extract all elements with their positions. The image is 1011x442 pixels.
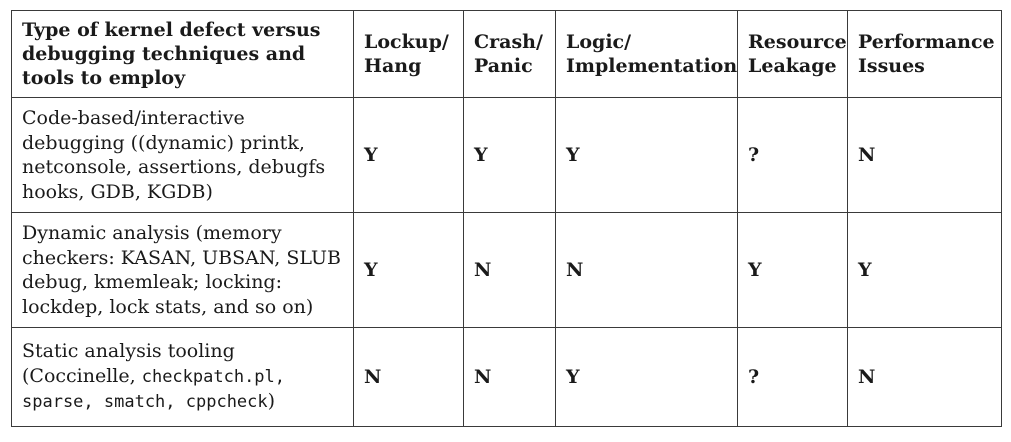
header-logic-implementation: Logic/ Implementation [555, 10, 738, 98]
value-lockup-hang: N [353, 327, 464, 427]
value-performance-issues: N [847, 327, 1002, 427]
defect-technique-table: Type of kernel defect versus debugging t… [11, 10, 1002, 427]
technique-cell: Dynamic analysis (memory checkers: KASAN… [11, 212, 354, 328]
technique-cell: Static analysis tooling (Coccinelle, che… [11, 327, 354, 427]
technique-text: Static analysis tooling (Coccinelle, [22, 340, 235, 387]
header-technique: Type of kernel defect versus debugging t… [11, 10, 354, 98]
header-resource-leakage: Resource Leakage [737, 10, 848, 98]
defect-technique-table-container: Type of kernel defect versus debugging t… [11, 10, 1002, 427]
header-lockup-hang: Lockup/ Hang [353, 10, 464, 98]
value-lockup-hang: Y [353, 212, 464, 328]
technique-text: Dynamic analysis (memory checkers: KASAN… [22, 222, 341, 318]
value-crash-panic: N [463, 327, 556, 427]
value-logic-implementation: Y [555, 327, 738, 427]
table-row: Dynamic analysis (memory checkers: KASAN… [11, 212, 1002, 328]
value-resource-leakage: ? [737, 327, 848, 427]
technique-text: Code-based/interactive debugging ((dynam… [22, 107, 326, 203]
table-row: Code-based/interactive debugging ((dynam… [11, 97, 1002, 213]
value-crash-panic: Y [463, 97, 556, 213]
value-performance-issues: Y [847, 212, 1002, 328]
value-resource-leakage: ? [737, 97, 848, 213]
value-resource-leakage: Y [737, 212, 848, 328]
header-crash-panic: Crash/ Panic [463, 10, 556, 98]
value-crash-panic: N [463, 212, 556, 328]
value-logic-implementation: Y [555, 97, 738, 213]
value-lockup-hang: Y [353, 97, 464, 213]
header-row: Type of kernel defect versus debugging t… [11, 10, 1002, 98]
technique-text-suffix: ) [267, 390, 276, 413]
technique-cell: Code-based/interactive debugging ((dynam… [11, 97, 354, 213]
technique-code-text: checkpatch.pl, sparse, smatch, cppcheck [22, 366, 286, 413]
table-row: Static analysis tooling (Coccinelle, che… [11, 327, 1002, 427]
value-logic-implementation: N [555, 212, 738, 328]
header-performance-issues: Performance Issues [847, 10, 1002, 98]
value-performance-issues: N [847, 97, 1002, 213]
